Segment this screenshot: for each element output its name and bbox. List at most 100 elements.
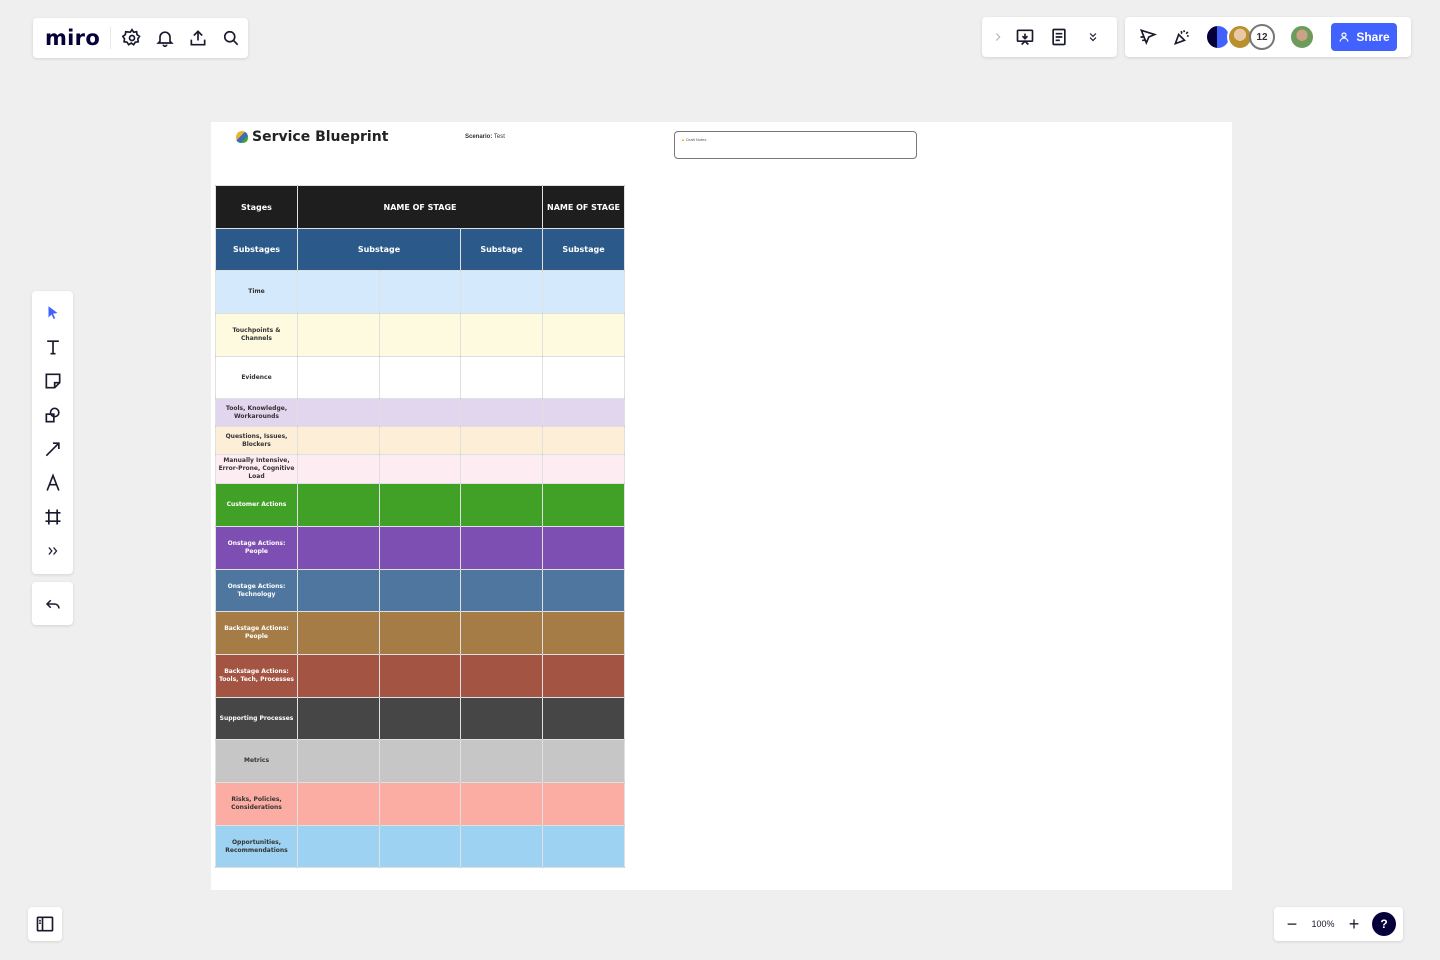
blueprint-cell[interactable] bbox=[542, 526, 625, 570]
scenario-text[interactable]: Scenario: Test bbox=[465, 134, 505, 140]
blueprint-cell[interactable] bbox=[379, 454, 461, 484]
settings-icon[interactable] bbox=[115, 21, 148, 55]
cursor-arrow-icon[interactable] bbox=[1131, 20, 1165, 54]
blueprint-cell[interactable] bbox=[460, 654, 543, 698]
user-avatar[interactable] bbox=[1289, 24, 1315, 50]
upload-icon[interactable] bbox=[182, 21, 215, 55]
blueprint-cell[interactable] bbox=[460, 825, 543, 868]
row-label[interactable]: Touchpoints & Channels bbox=[215, 313, 298, 357]
blueprint-cell[interactable] bbox=[379, 356, 461, 399]
blueprint-cell[interactable] bbox=[542, 739, 625, 783]
pen-icon[interactable] bbox=[36, 466, 70, 500]
row-label[interactable]: Evidence bbox=[215, 356, 298, 399]
undo-icon[interactable] bbox=[36, 587, 70, 621]
blueprint-cell[interactable] bbox=[297, 313, 380, 357]
blueprint-cell[interactable] bbox=[542, 313, 625, 357]
more-tools-icon[interactable] bbox=[36, 534, 70, 568]
blueprint-cell[interactable] bbox=[542, 569, 625, 612]
blueprint-cell[interactable] bbox=[297, 654, 380, 698]
stages-label[interactable]: Stages bbox=[215, 185, 298, 229]
blueprint-cell[interactable] bbox=[542, 356, 625, 399]
substages-label[interactable]: Substages bbox=[215, 228, 298, 271]
row-label[interactable]: Onstage Actions: People bbox=[215, 526, 298, 570]
blueprint-cell[interactable] bbox=[542, 611, 625, 655]
blueprint-cell[interactable] bbox=[379, 270, 461, 314]
blueprint-cell[interactable] bbox=[379, 569, 461, 612]
present-icon[interactable] bbox=[1008, 20, 1042, 54]
blueprint-cell[interactable] bbox=[297, 454, 380, 484]
blueprint-cell[interactable] bbox=[297, 398, 380, 427]
blueprint-cell[interactable] bbox=[460, 611, 543, 655]
blueprint-cell[interactable] bbox=[542, 825, 625, 868]
blueprint-cell[interactable] bbox=[379, 611, 461, 655]
row-label[interactable]: Risks, Policies, Considerations bbox=[215, 782, 298, 826]
blueprint-cell[interactable] bbox=[460, 398, 543, 427]
blueprint-cell[interactable] bbox=[297, 526, 380, 570]
blueprint-cell[interactable] bbox=[460, 313, 543, 357]
chevron-right-icon[interactable] bbox=[988, 20, 1008, 54]
notes-box[interactable]: ▲ Draft Notes bbox=[674, 131, 917, 159]
blueprint-cell[interactable] bbox=[379, 697, 461, 740]
row-label[interactable]: Manually Intensive, Error-Prone, Cogniti… bbox=[215, 454, 298, 484]
blueprint-cell[interactable] bbox=[297, 356, 380, 399]
select-icon[interactable] bbox=[36, 296, 70, 330]
collaborator-count-badge[interactable]: 12 bbox=[1249, 24, 1275, 50]
blueprint-cell[interactable] bbox=[542, 426, 625, 455]
stage-name[interactable]: NAME OF STAGE bbox=[297, 185, 543, 229]
blueprint-cell[interactable] bbox=[297, 739, 380, 783]
blueprint-cell[interactable] bbox=[379, 398, 461, 427]
frame-icon[interactable] bbox=[36, 500, 70, 534]
blueprint-cell[interactable] bbox=[297, 697, 380, 740]
board-title-text[interactable]: Service Blueprint bbox=[252, 129, 389, 145]
blueprint-cell[interactable] bbox=[379, 654, 461, 698]
blueprint-frame[interactable]: Service Blueprint Scenario: Test ▲ Draft… bbox=[211, 122, 1232, 890]
blueprint-cell[interactable] bbox=[460, 569, 543, 612]
blueprint-cell[interactable] bbox=[542, 454, 625, 484]
arrow-line-icon[interactable] bbox=[36, 432, 70, 466]
substage-name[interactable]: Substage bbox=[542, 228, 625, 271]
text-icon[interactable] bbox=[36, 330, 70, 364]
shapes-icon[interactable] bbox=[36, 398, 70, 432]
row-label[interactable]: Backstage Actions: Tools, Tech, Processe… bbox=[215, 654, 298, 698]
blueprint-cell[interactable] bbox=[460, 739, 543, 783]
miro-logo[interactable]: miro bbox=[45, 26, 101, 50]
share-button[interactable]: Share bbox=[1331, 23, 1397, 51]
blueprint-cell[interactable] bbox=[297, 569, 380, 612]
zoom-in-icon[interactable]: + bbox=[1348, 913, 1360, 934]
blueprint-cell[interactable] bbox=[542, 270, 625, 314]
blueprint-cell[interactable] bbox=[460, 270, 543, 314]
blueprint-cell[interactable] bbox=[379, 526, 461, 570]
blueprint-cell[interactable] bbox=[379, 782, 461, 826]
blueprint-cell[interactable] bbox=[297, 611, 380, 655]
row-label[interactable]: Customer Actions bbox=[215, 483, 298, 527]
blueprint-cell[interactable] bbox=[460, 782, 543, 826]
zoom-level[interactable]: 100% bbox=[1311, 919, 1335, 929]
substage-name[interactable]: Substage bbox=[297, 228, 461, 271]
help-icon[interactable]: ? bbox=[1372, 912, 1396, 936]
blueprint-cell[interactable] bbox=[297, 782, 380, 826]
row-label[interactable]: Onstage Actions: Technology bbox=[215, 569, 298, 612]
blueprint-cell[interactable] bbox=[460, 356, 543, 399]
collaborator-avatar[interactable] bbox=[1227, 24, 1253, 50]
substage-name[interactable]: Substage bbox=[460, 228, 543, 271]
blueprint-cell[interactable] bbox=[297, 270, 380, 314]
search-icon[interactable] bbox=[215, 21, 248, 55]
blueprint-cell[interactable] bbox=[542, 782, 625, 826]
blueprint-cell[interactable] bbox=[379, 483, 461, 527]
row-label[interactable]: Time bbox=[215, 270, 298, 314]
row-label[interactable]: Opportunities, Recommendations bbox=[215, 825, 298, 868]
blueprint-cell[interactable] bbox=[460, 483, 543, 527]
blueprint-cell[interactable] bbox=[297, 825, 380, 868]
row-label[interactable]: Supporting Processes bbox=[215, 697, 298, 740]
sticky-note-icon[interactable] bbox=[36, 364, 70, 398]
chevrons-down-icon[interactable] bbox=[1076, 20, 1110, 54]
row-label[interactable]: Tools, Knowledge, Workarounds bbox=[215, 398, 298, 427]
celebrate-icon[interactable] bbox=[1165, 20, 1199, 54]
blueprint-cell[interactable] bbox=[460, 697, 543, 740]
sidebar-toggle-button[interactable] bbox=[28, 907, 62, 941]
blueprint-cell[interactable] bbox=[297, 483, 380, 527]
blueprint-cell[interactable] bbox=[379, 825, 461, 868]
blueprint-cell[interactable] bbox=[542, 398, 625, 427]
blueprint-cell[interactable] bbox=[379, 739, 461, 783]
notes-icon[interactable] bbox=[1042, 20, 1076, 54]
